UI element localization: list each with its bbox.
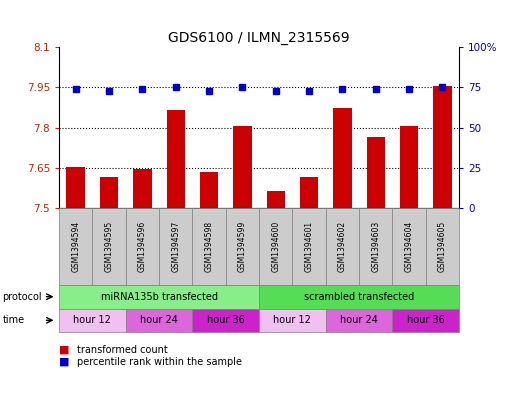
Bar bbox=[333, 108, 351, 208]
Text: percentile rank within the sample: percentile rank within the sample bbox=[77, 356, 242, 367]
Bar bbox=[433, 86, 451, 208]
Text: hour 24: hour 24 bbox=[140, 315, 178, 325]
Text: transformed count: transformed count bbox=[77, 345, 168, 355]
Text: hour 12: hour 12 bbox=[273, 315, 311, 325]
Text: time: time bbox=[3, 315, 25, 325]
Bar bbox=[200, 172, 218, 208]
Bar bbox=[67, 167, 85, 208]
Text: GSM1394600: GSM1394600 bbox=[271, 221, 280, 272]
Text: hour 24: hour 24 bbox=[340, 315, 378, 325]
Text: GSM1394597: GSM1394597 bbox=[171, 221, 180, 272]
Bar bbox=[267, 191, 285, 208]
Text: GSM1394602: GSM1394602 bbox=[338, 221, 347, 272]
Text: hour 12: hour 12 bbox=[73, 315, 111, 325]
Text: GSM1394604: GSM1394604 bbox=[405, 221, 413, 272]
Text: protocol: protocol bbox=[3, 292, 42, 302]
Text: GSM1394601: GSM1394601 bbox=[305, 221, 313, 272]
Text: miRNA135b transfected: miRNA135b transfected bbox=[101, 292, 218, 302]
Text: ■: ■ bbox=[59, 345, 69, 355]
Text: hour 36: hour 36 bbox=[407, 315, 445, 325]
Text: GSM1394603: GSM1394603 bbox=[371, 221, 380, 272]
Text: GSM1394595: GSM1394595 bbox=[105, 221, 113, 272]
Bar bbox=[233, 127, 251, 208]
Bar bbox=[367, 137, 385, 208]
Text: GSM1394605: GSM1394605 bbox=[438, 221, 447, 272]
Text: hour 36: hour 36 bbox=[207, 315, 245, 325]
Bar bbox=[400, 127, 418, 208]
Bar bbox=[167, 110, 185, 208]
Text: GSM1394598: GSM1394598 bbox=[205, 221, 213, 272]
Text: GSM1394596: GSM1394596 bbox=[138, 221, 147, 272]
Bar bbox=[133, 169, 151, 208]
Text: scrambled transfected: scrambled transfected bbox=[304, 292, 414, 302]
Title: GDS6100 / ILMN_2315569: GDS6100 / ILMN_2315569 bbox=[168, 31, 350, 45]
Bar bbox=[300, 177, 318, 208]
Text: GSM1394594: GSM1394594 bbox=[71, 221, 80, 272]
Bar bbox=[100, 177, 118, 208]
Text: GSM1394599: GSM1394599 bbox=[238, 221, 247, 272]
Text: ■: ■ bbox=[59, 356, 69, 367]
